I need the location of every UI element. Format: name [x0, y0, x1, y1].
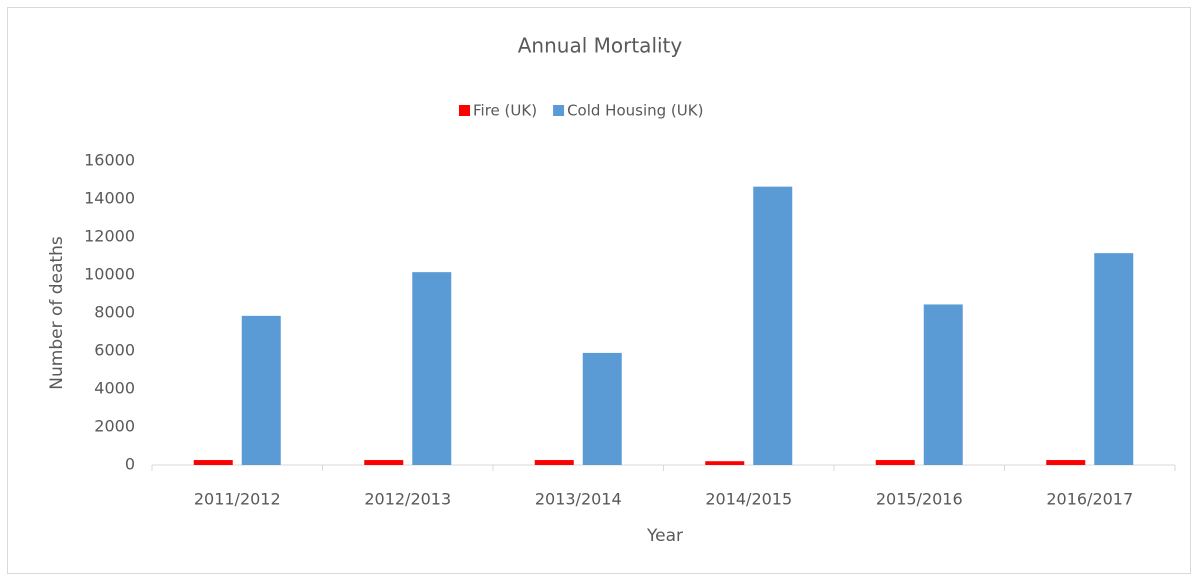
y-tick-label: 14000: [84, 189, 135, 208]
chart-title: Annual Mortality: [518, 34, 683, 58]
bar: [923, 304, 963, 465]
legend-swatch: [459, 105, 470, 116]
y-tick-label: 8000: [94, 303, 135, 322]
bar: [582, 352, 622, 465]
bar: [241, 315, 281, 465]
y-tick-label: 10000: [84, 265, 135, 284]
bar: [193, 460, 233, 465]
x-tick-label: 2012/2013: [364, 490, 451, 509]
bar: [1046, 460, 1086, 465]
y-tick-label: 6000: [94, 341, 135, 360]
y-tick-label: 4000: [94, 379, 135, 398]
y-tick-label: 0: [125, 455, 135, 474]
bar: [412, 272, 452, 465]
x-axis-label: Year: [646, 526, 683, 546]
x-tick-label: 2014/2015: [705, 490, 792, 509]
y-axis-label: Number of deaths: [47, 236, 67, 390]
y-tick-label: 2000: [94, 417, 135, 436]
x-tick-label: 2015/2016: [876, 490, 963, 509]
legend-swatch: [553, 105, 565, 116]
bar: [364, 460, 404, 465]
legend: Fire (UK) Cold Housing (UK): [459, 102, 703, 120]
bar: [875, 460, 915, 465]
x-tick-label: 2013/2014: [535, 490, 622, 509]
y-tick-label: 16000: [84, 151, 135, 170]
bar: [1094, 253, 1134, 465]
bar: [705, 461, 745, 465]
y-tick-label: 12000: [84, 227, 135, 246]
legend-label: Cold Housing (UK): [567, 102, 703, 120]
x-tick-label: 2011/2012: [194, 490, 281, 509]
x-tick-label: 2016/2017: [1046, 490, 1133, 509]
bar: [753, 186, 793, 465]
legend-label: Fire (UK): [473, 102, 537, 120]
bar: [534, 460, 574, 465]
chart-frame: [7, 7, 1191, 574]
